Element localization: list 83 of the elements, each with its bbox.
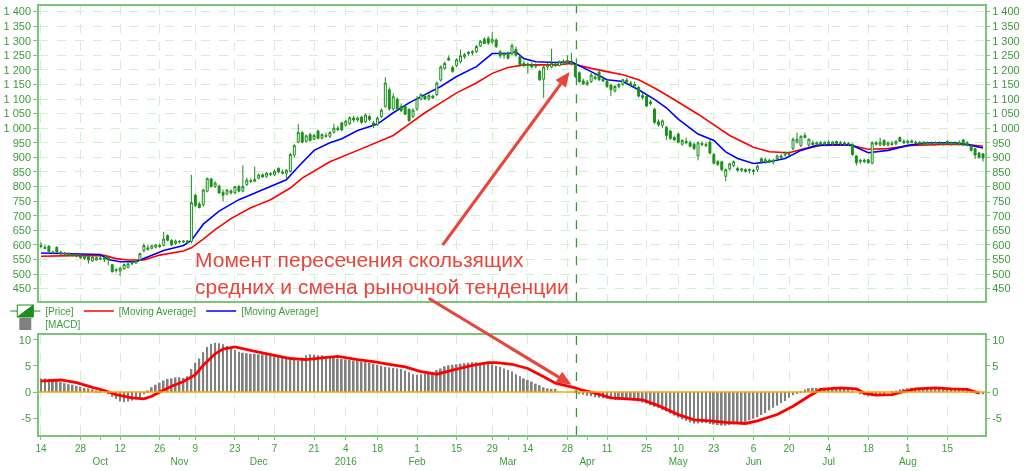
legend-label: [Price] xyxy=(45,305,74,317)
x-tick-label: 14 xyxy=(35,442,47,454)
y2-tick-label: 950 xyxy=(992,136,1011,149)
y2-tick-label: 1 100 xyxy=(992,92,1020,105)
y-tick-label: 750 xyxy=(12,194,32,207)
x-tick-label: Dec xyxy=(249,455,268,467)
y-tick-label: 500 xyxy=(12,267,32,280)
y2-tick-label: 10 xyxy=(992,333,1005,346)
x-tick-label: 21 xyxy=(308,442,321,454)
x-tick-label: 1 Aug xyxy=(898,442,917,467)
x-tick-label: 9 xyxy=(192,442,199,454)
x-tick-label: 15 xyxy=(451,442,463,454)
y-tick-label: 1 400 xyxy=(3,5,32,18)
y-tick-label: 10 xyxy=(18,333,32,346)
y2-tick-label: 650 xyxy=(992,224,1011,237)
x-tick-label: 20 xyxy=(783,442,796,454)
y-tick-label: 600 xyxy=(12,238,32,251)
y2-tick-label: 450 xyxy=(992,282,1011,295)
x-tick-label: 26 xyxy=(154,442,166,454)
y-tick-label: 1 150 xyxy=(3,78,32,91)
x-tick-label: 11 xyxy=(601,442,613,454)
y-tick-label: 950 xyxy=(12,136,32,149)
x-tick-label: 18 xyxy=(371,442,384,454)
y2-tick-label: 1 150 xyxy=(992,78,1020,91)
y-tick-label: 900 xyxy=(12,151,32,164)
y2-tick-label: 550 xyxy=(992,253,1011,266)
x-tick-label: 15 xyxy=(941,442,954,454)
y2-tick-label: 5 xyxy=(992,359,999,372)
y-tick-label: 1 200 xyxy=(3,63,32,76)
y-tick-label: 1 050 xyxy=(3,107,32,120)
y2-tick-label: 1 200 xyxy=(992,63,1020,76)
y-tick-label: 450 xyxy=(12,282,32,295)
y2-tick-label: 1 300 xyxy=(992,34,1020,47)
y2-tick-label: 1 350 xyxy=(992,19,1020,32)
y2-tick-label: 1 050 xyxy=(992,107,1020,120)
y-tick-label: 1 300 xyxy=(3,34,32,47)
x-tick-label: 14 xyxy=(522,442,534,454)
x-tick-label: 23 xyxy=(708,442,720,454)
y2-tick-label: 600 xyxy=(992,238,1011,251)
y2-tick-label: 1 000 xyxy=(992,122,1020,135)
y-tick-label: 700 xyxy=(12,209,32,222)
x-tick-label: 28 xyxy=(75,442,87,454)
y2-tick-label: 750 xyxy=(992,194,1011,207)
annotation: Момент пересечения скользящих средних и смена рыночной тенденции xyxy=(195,248,569,299)
x-tick-label: 25 xyxy=(641,442,653,454)
y2-tick-label: -5 xyxy=(992,412,1002,425)
x-tick-label: 7 xyxy=(271,442,278,454)
y-tick-label: 0 xyxy=(24,385,32,398)
y-tick-label: 800 xyxy=(12,180,32,193)
y-tick-label: 1 350 xyxy=(3,19,32,32)
x-tick-label: Apr xyxy=(579,455,596,467)
x-tick-label: Mar xyxy=(499,455,518,467)
x-tick-label: 18 xyxy=(862,442,875,454)
y2-tick-label: 700 xyxy=(992,209,1011,222)
x-tick-label: 10 May xyxy=(668,442,688,467)
y-tick-label: 550 xyxy=(12,253,32,266)
y-tick-label: 1 000 xyxy=(3,122,32,135)
x-tick-label: Oct xyxy=(92,455,109,467)
y2-tick-label: 900 xyxy=(992,151,1011,164)
legend-label: [MACD] xyxy=(45,319,81,331)
y-tick-label: 5 xyxy=(24,359,32,372)
x-tick-label: 1 Feb xyxy=(408,442,427,467)
y2-tick-label: 850 xyxy=(992,165,1011,178)
y-tick-label: 850 xyxy=(12,165,32,178)
x-tick-label: 6 Jun xyxy=(745,442,762,467)
y2-tick-label: 1 250 xyxy=(992,49,1020,62)
x-tick-label: Nov xyxy=(170,455,189,467)
x-tick-label: 4 2016 xyxy=(334,442,358,467)
y-tick-label: 1 250 xyxy=(3,49,32,62)
x-tick-label: 23 xyxy=(229,442,241,454)
x-tick-label: 12 xyxy=(114,442,127,454)
x-tick-label: 28 xyxy=(561,442,574,454)
x-tick-label: 29 xyxy=(486,442,499,454)
legend-label: [Moving Average] xyxy=(118,305,197,317)
y-tick-label: -5 xyxy=(21,412,32,425)
y2-tick-label: 0 xyxy=(992,385,999,398)
y2-tick-label: 1 400 xyxy=(992,5,1020,18)
y2-tick-label: 500 xyxy=(992,267,1011,280)
x-tick-label: 4 Jul xyxy=(822,442,836,467)
y-tick-label: 1 100 xyxy=(3,92,32,105)
y-tick-label: 650 xyxy=(12,224,32,237)
legend-label: [Moving Average] xyxy=(241,305,319,317)
y2-tick-label: 800 xyxy=(992,180,1011,193)
